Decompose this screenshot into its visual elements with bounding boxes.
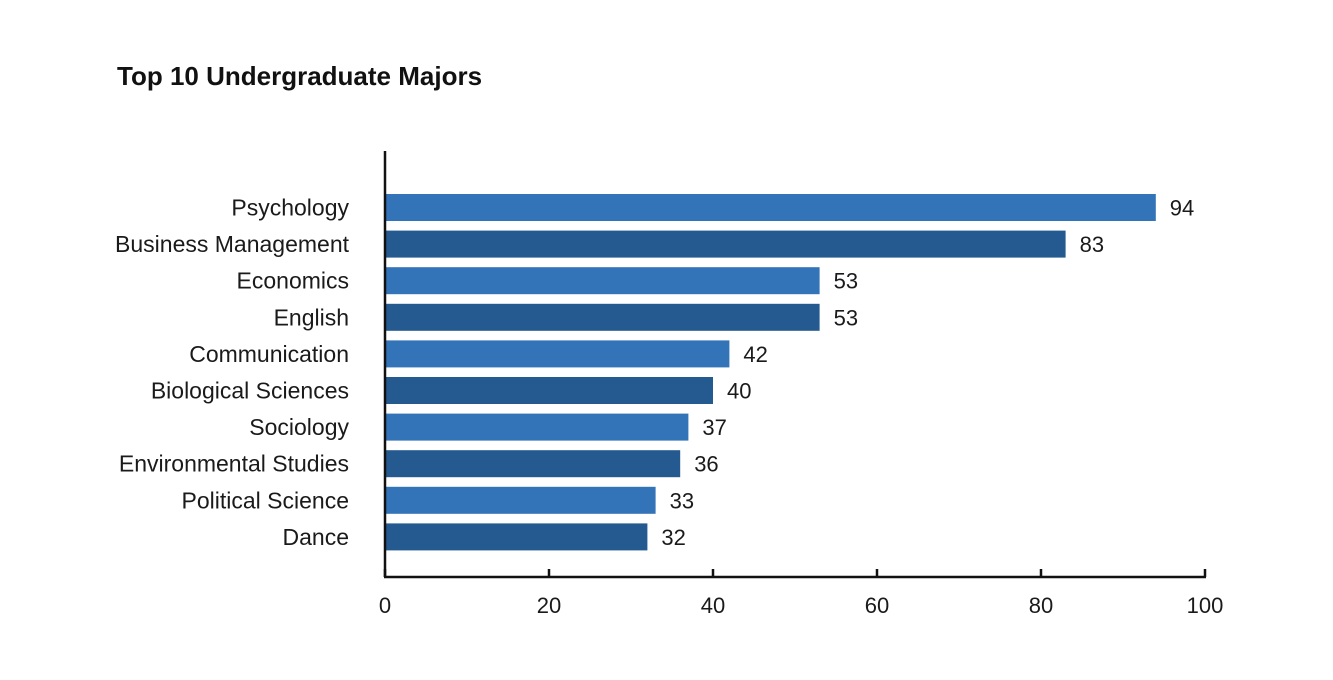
bar-dance [385,523,648,551]
bar-biological-sciences [385,377,713,404]
x-tick-label: 0 [379,593,391,618]
bar-sociology [385,413,689,441]
bar-psychology [385,194,1156,221]
value-label: 37 [702,415,726,440]
value-label: 33 [670,488,694,513]
x-tick-label: 80 [1029,593,1053,618]
value-label: 36 [694,452,718,477]
category-label: Sociology [249,414,349,440]
x-tick-label: 60 [865,593,889,618]
category-label: Biological Sciences [151,378,349,404]
value-label: 40 [727,379,751,404]
value-label: 53 [834,305,858,330]
bar-economics [385,267,820,295]
category-label: Political Science [182,487,349,513]
bar-political-science [385,486,656,514]
bar-business-management [385,230,1066,258]
chart-title: Top 10 Undergraduate Majors [117,61,483,91]
value-label: 53 [834,269,858,294]
value-label: 32 [661,525,685,550]
value-label: 83 [1080,232,1104,257]
bar-environmental-studies [385,450,681,478]
category-label: Economics [237,268,349,294]
x-tick-label: 100 [1187,593,1224,618]
x-tick-label: 40 [701,593,725,618]
category-label: Communication [189,341,349,367]
category-label: Business Management [115,231,350,257]
bar-communication [385,340,730,368]
bar-english [385,303,820,331]
value-label: 94 [1170,196,1194,221]
category-label: Environmental Studies [119,451,349,477]
category-label: Psychology [231,195,349,221]
value-label: 42 [743,342,767,367]
x-tick-label: 20 [537,593,561,618]
category-label: Dance [283,524,349,550]
category-label: English [274,304,349,330]
